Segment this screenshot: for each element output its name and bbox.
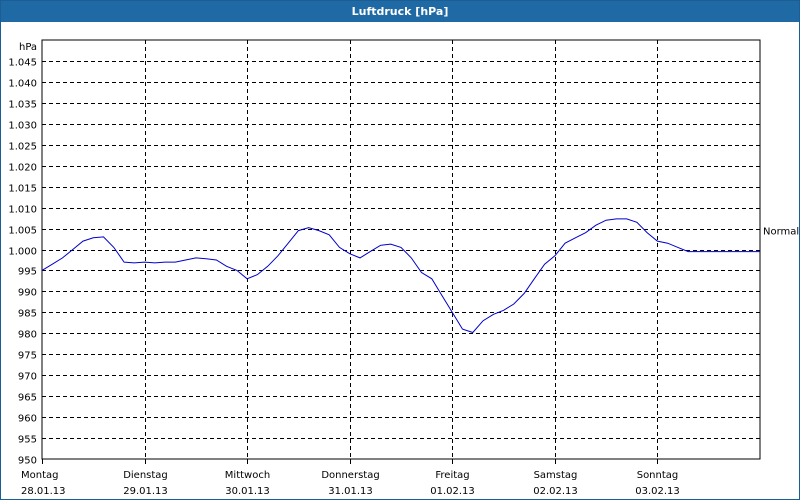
y-tick-label: 1.000 — [8, 247, 37, 258]
y-tick-label: 995 — [18, 267, 37, 278]
y-tick-label: 950 — [18, 456, 37, 467]
y-tick-label: 975 — [18, 351, 37, 362]
x-tick-day: Samstag — [534, 470, 578, 481]
x-tick-day: Montag — [21, 470, 58, 481]
plot-area — [41, 39, 761, 460]
pressure-series — [41, 218, 760, 334]
pressure-line — [41, 218, 760, 334]
x-tick-day: Donnerstag — [321, 470, 379, 481]
y-tick-label: 970 — [18, 372, 37, 383]
y-tick-label: 1.035 — [8, 100, 37, 111]
y-tick-label: 990 — [18, 288, 37, 299]
x-tick-day: Freitag — [435, 470, 469, 481]
x-tick-date: 31.01.13 — [328, 486, 373, 497]
y-tick-label: 1.005 — [8, 226, 37, 237]
y-tick-label: 1.020 — [8, 163, 37, 174]
y-tick-label: 1.015 — [8, 184, 37, 195]
y-tick-label: 1.040 — [8, 79, 37, 90]
chart-title: Luftdruck [hPa] — [1, 1, 799, 22]
x-tick-date: 28.01.13 — [21, 486, 66, 497]
grid-lines — [42, 40, 760, 459]
x-tick-day: Dienstag — [123, 470, 168, 481]
x-tick-day: Sonntag — [637, 470, 679, 481]
x-tick-date: 29.01.13 — [123, 486, 168, 497]
normal-reference-label: Normal — [763, 227, 799, 238]
y-tick-label: 1.045 — [8, 58, 37, 69]
y-tick-label: 1.025 — [8, 142, 37, 153]
y-tick-label: 1.030 — [8, 121, 37, 132]
y-tick-label: 985 — [18, 309, 37, 320]
y-tick-label: 1.010 — [8, 205, 37, 216]
y-tick-label: 965 — [18, 393, 37, 404]
x-tick-date: 30.01.13 — [225, 486, 270, 497]
x-tick-date: 02.02.13 — [533, 486, 578, 497]
y-axis-ticks: 1.045 1.040 1.035 1.030 1.025 1.020 1.015 1.010… — [8, 58, 37, 467]
y-tick-label: 955 — [18, 435, 37, 446]
y-tick-label: 980 — [18, 330, 37, 341]
x-tick-date: 01.02.13 — [430, 486, 475, 497]
x-axis-ticks: Montag 28.01.13 Dienstag 29.01.13 Mittwoch 30… — [21, 459, 680, 497]
x-tick-date: 03.02.13 — [635, 486, 680, 497]
x-tick-day: Mittwoch — [225, 470, 270, 481]
y-axis-unit-label: hPa — [19, 42, 37, 53]
y-tick-label: 960 — [18, 414, 37, 425]
